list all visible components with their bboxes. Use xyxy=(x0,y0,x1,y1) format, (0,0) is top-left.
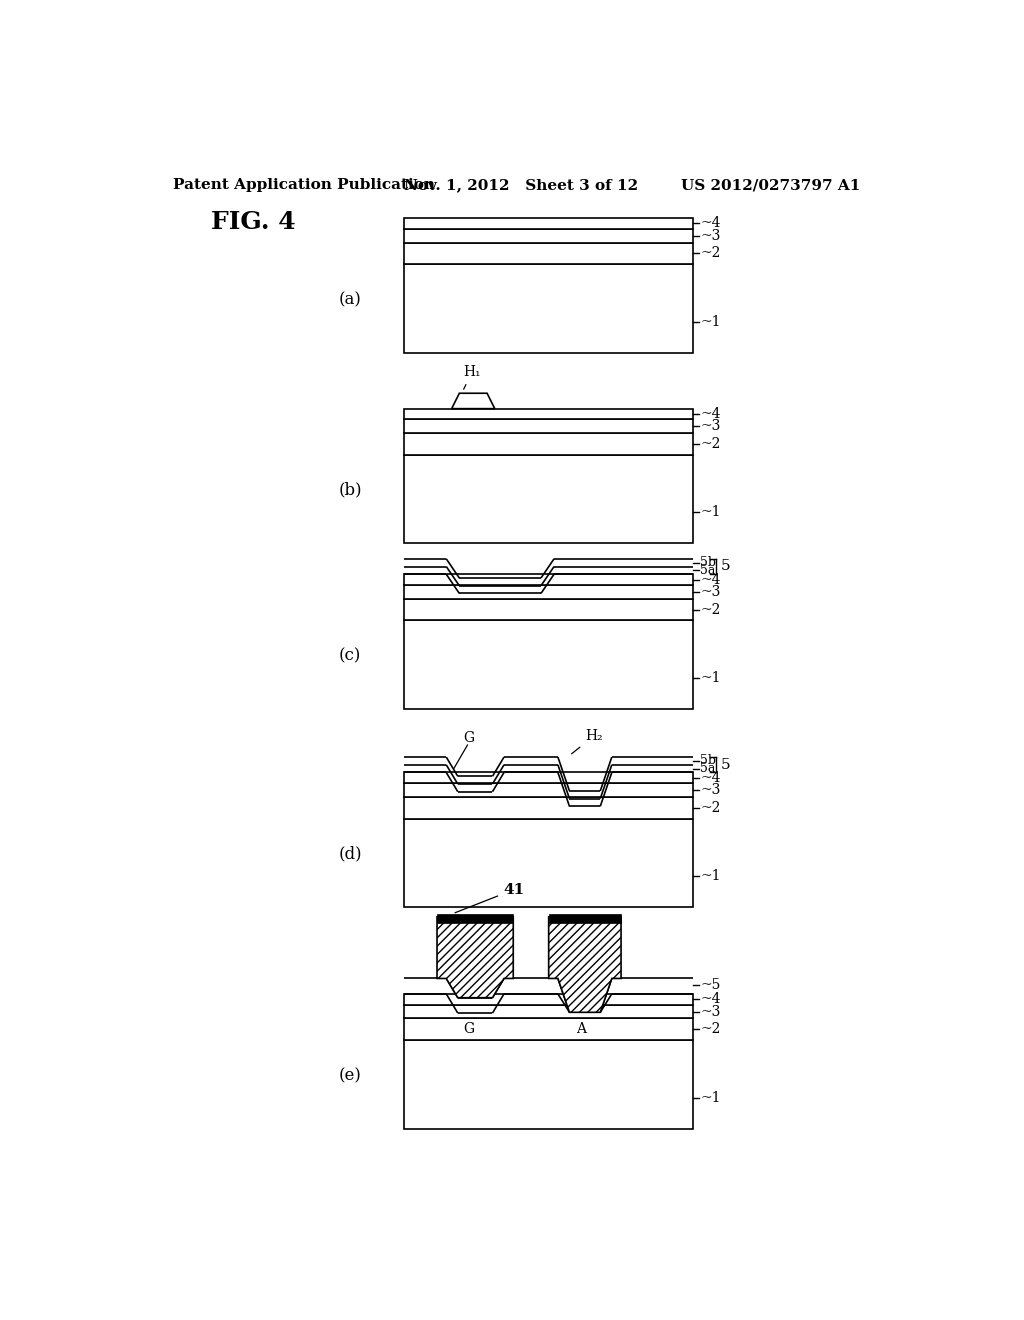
Text: H₂: H₂ xyxy=(571,729,602,754)
Bar xyxy=(403,599,692,620)
Text: ~3: ~3 xyxy=(700,585,721,599)
Text: ~4: ~4 xyxy=(700,993,721,1006)
Bar xyxy=(403,243,692,264)
Text: ~1: ~1 xyxy=(700,870,721,883)
Bar xyxy=(403,228,692,243)
Text: ~2: ~2 xyxy=(700,603,721,616)
Bar xyxy=(549,913,621,923)
Bar xyxy=(403,1005,692,1019)
Bar xyxy=(403,1019,692,1040)
Bar xyxy=(403,620,692,709)
Bar xyxy=(403,455,692,544)
Text: FIG. 4: FIG. 4 xyxy=(211,210,296,234)
Bar xyxy=(403,783,692,797)
Text: US 2012/0273797 A1: US 2012/0273797 A1 xyxy=(681,178,860,193)
Text: 5b: 5b xyxy=(700,556,717,569)
Text: ~3: ~3 xyxy=(700,420,721,433)
Text: ~5: ~5 xyxy=(700,978,721,991)
Bar xyxy=(403,264,692,352)
Bar xyxy=(403,574,692,585)
Bar xyxy=(403,409,692,420)
Text: ~4: ~4 xyxy=(700,573,721,586)
Bar xyxy=(403,585,692,599)
Bar xyxy=(403,420,692,433)
Text: ~4: ~4 xyxy=(700,771,721,785)
Bar xyxy=(403,1040,692,1129)
Text: 5: 5 xyxy=(720,758,730,772)
Text: ~2: ~2 xyxy=(700,247,721,260)
Text: (d): (d) xyxy=(338,846,361,862)
Text: ~3: ~3 xyxy=(700,783,721,797)
Polygon shape xyxy=(452,393,495,409)
Bar xyxy=(403,818,692,907)
Text: G: G xyxy=(464,731,474,744)
Text: Patent Application Publication: Patent Application Publication xyxy=(173,178,435,193)
Text: ~4: ~4 xyxy=(700,216,721,231)
Text: Nov. 1, 2012   Sheet 3 of 12: Nov. 1, 2012 Sheet 3 of 12 xyxy=(403,178,638,193)
Text: (e): (e) xyxy=(339,1067,361,1084)
Text: (b): (b) xyxy=(338,482,361,499)
Text: ~1: ~1 xyxy=(700,315,721,329)
Text: 5a: 5a xyxy=(700,564,716,577)
Bar xyxy=(403,797,692,818)
Bar xyxy=(403,772,692,783)
Text: G: G xyxy=(464,1022,474,1036)
Text: ~3: ~3 xyxy=(700,1005,721,1019)
Text: ~1: ~1 xyxy=(700,506,721,519)
Text: ~4: ~4 xyxy=(700,407,721,421)
Text: 41: 41 xyxy=(455,883,524,912)
Text: ~3: ~3 xyxy=(700,228,721,243)
Text: A: A xyxy=(577,1022,586,1036)
Text: (a): (a) xyxy=(339,292,361,308)
Text: H₁: H₁ xyxy=(463,366,480,389)
Text: ~1: ~1 xyxy=(700,1090,721,1105)
Bar xyxy=(403,218,692,228)
Bar xyxy=(437,913,513,923)
Text: ~2: ~2 xyxy=(700,1022,721,1036)
Text: ~2: ~2 xyxy=(700,437,721,451)
Polygon shape xyxy=(437,917,513,998)
Text: 5: 5 xyxy=(720,560,730,573)
Text: 5b: 5b xyxy=(700,755,717,767)
Bar xyxy=(403,433,692,455)
Text: 5a: 5a xyxy=(700,762,716,775)
Polygon shape xyxy=(549,917,621,1012)
Text: ~2: ~2 xyxy=(700,801,721,814)
Bar xyxy=(403,994,692,1005)
Text: ~1: ~1 xyxy=(700,671,721,685)
Text: (c): (c) xyxy=(339,647,361,664)
